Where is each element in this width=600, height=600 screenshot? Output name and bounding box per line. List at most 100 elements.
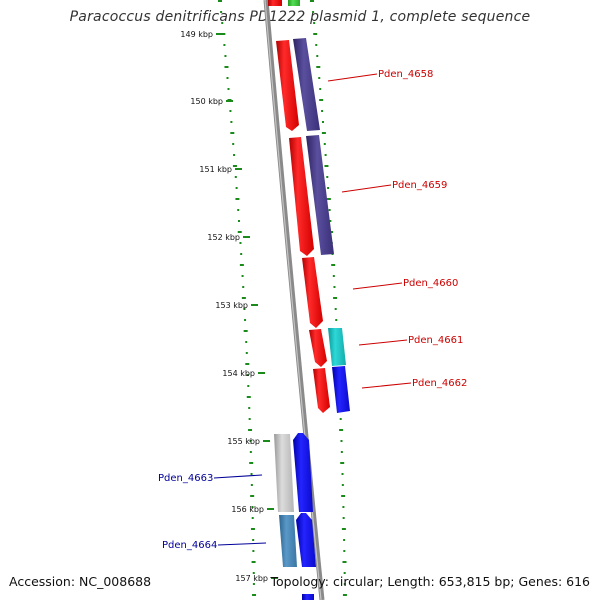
track-dot — [239, 264, 244, 266]
track-dot — [310, 0, 314, 2]
backbone-highlight — [264, 0, 322, 600]
track-dot — [229, 110, 232, 112]
gene-feature[interactable] — [306, 135, 334, 255]
track-dot — [312, 11, 315, 13]
gene-feature-pden-4660[interactable] — [302, 257, 323, 328]
gene-feature[interactable] — [293, 433, 313, 512]
track-dot — [326, 176, 329, 178]
track-dot — [237, 209, 240, 211]
track-dot — [250, 528, 255, 530]
track-dot — [232, 143, 235, 145]
gene-feature[interactable] — [296, 513, 316, 567]
gene-feature[interactable] — [328, 328, 346, 366]
gene-feature[interactable] — [332, 366, 350, 413]
gene-feature[interactable] — [268, 0, 282, 6]
gene-features — [268, 0, 350, 600]
gene-feature-pden-4663[interactable] — [274, 434, 294, 512]
track-dot — [343, 550, 346, 552]
track-dot — [340, 440, 343, 442]
track-dot — [230, 132, 235, 134]
track-dot — [319, 88, 322, 90]
track-dot — [223, 44, 226, 46]
track-dot — [343, 583, 346, 585]
track-dot — [334, 308, 337, 310]
track-dot — [247, 385, 250, 387]
track-dot — [333, 286, 336, 288]
gene-label-pden-4664[interactable]: Pden_4664 — [162, 540, 217, 551]
gene-feature-pden-4659[interactable] — [289, 137, 314, 256]
kbp-tick-label: 156 kbp — [231, 505, 264, 514]
gene-feature[interactable] — [302, 594, 314, 600]
track-dot — [237, 231, 242, 233]
track-dot — [343, 539, 346, 541]
gene-label-pden-4661[interactable]: Pden_4661 — [408, 335, 463, 346]
track-dot — [328, 209, 331, 211]
gene-label-pden-4663[interactable]: Pden_4663 — [158, 473, 213, 484]
track-dot — [237, 220, 240, 222]
track-dot — [313, 33, 318, 35]
track-dot — [233, 154, 236, 156]
track-dot — [342, 594, 347, 596]
track-dot — [250, 495, 255, 497]
track-dot — [340, 451, 343, 453]
track-dot — [339, 418, 342, 420]
track-dot — [333, 297, 338, 299]
track-dot — [232, 165, 237, 167]
track-dot — [243, 308, 246, 310]
track-dot — [341, 528, 346, 530]
track-dot — [220, 11, 223, 13]
track-dot — [226, 77, 229, 79]
track-dot — [248, 407, 251, 409]
track-dot — [248, 429, 253, 431]
kbp-tick-label: 152 kbp — [207, 233, 240, 242]
track-dot — [324, 154, 327, 156]
gene-feature-pden-4662[interactable] — [313, 368, 330, 413]
track-dot — [249, 440, 252, 442]
kbp-ticks: 149 kbp 150 kbp 151 kbp 152 kbp 153 kbp 154 k… — [180, 30, 278, 583]
track-dot — [240, 253, 243, 255]
gene-label-pden-4659[interactable]: Pden_4659 — [392, 180, 447, 191]
track-dot — [241, 275, 244, 277]
track-dot — [252, 583, 255, 585]
track-dot — [342, 517, 345, 519]
gene-feature[interactable] — [293, 38, 320, 131]
gene-label-pden-4658[interactable]: Pden_4658 — [378, 69, 433, 80]
track-dot — [324, 165, 329, 167]
kbp-tick-label: 150 kbp — [190, 97, 223, 106]
backbone-line — [263, 0, 325, 600]
kbp-tick-label: 151 kbp — [199, 165, 232, 174]
track-dot — [341, 484, 344, 486]
topology-text: Topology: circular; Length: 653,815 bp; … — [270, 574, 591, 589]
track-dot — [230, 121, 233, 123]
track-dot — [322, 121, 325, 123]
track-dot — [318, 77, 321, 79]
kbp-tick-label: 153 kbp — [215, 301, 248, 310]
track-dot — [251, 506, 254, 508]
gene-feature-pden-4664[interactable] — [279, 515, 297, 567]
gene-feature-pden-4661[interactable] — [309, 329, 327, 367]
label-connectors — [213, 73, 412, 546]
kbp-tick-label: 154 kbp — [222, 369, 255, 378]
gene-label-pden-4660[interactable]: Pden_4660 — [403, 278, 458, 289]
track-dot — [319, 99, 324, 101]
left-dotted-track — [218, 0, 257, 596]
track-dot — [245, 341, 248, 343]
track-dot — [331, 264, 336, 266]
track-dot — [248, 418, 251, 420]
gene-labels: Pden_4658 Pden_4659 Pden_4660 Pden_4661 … — [158, 69, 467, 551]
track-dot — [316, 66, 321, 68]
track-dot — [321, 132, 326, 134]
gene-feature[interactable] — [288, 0, 300, 6]
track-dot — [250, 484, 253, 486]
gene-label-pden-4662[interactable]: Pden_4662 — [412, 378, 467, 389]
track-dot — [341, 473, 344, 475]
track-dot — [242, 286, 245, 288]
track-dot — [249, 462, 254, 464]
track-dot — [332, 275, 335, 277]
track-dot — [239, 242, 242, 244]
track-dot — [340, 462, 345, 464]
gene-feature-pden-4658[interactable] — [276, 40, 299, 131]
track-dot — [251, 561, 256, 563]
track-dot — [243, 330, 248, 332]
